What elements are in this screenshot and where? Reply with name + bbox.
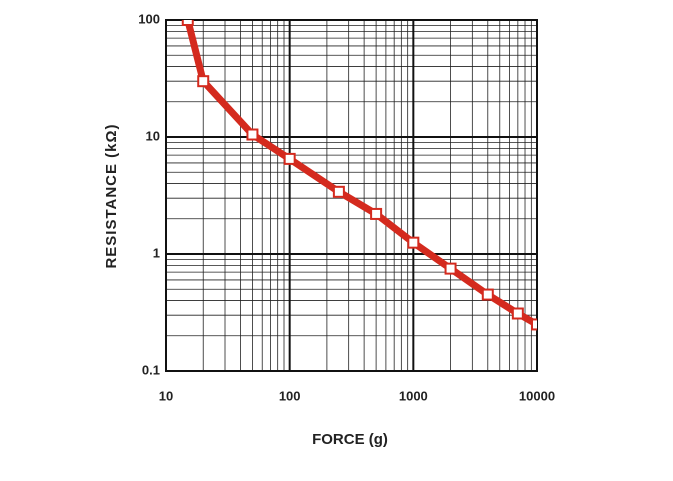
plot bbox=[181, 20, 537, 331]
data-point bbox=[197, 75, 210, 88]
data-point bbox=[511, 307, 524, 320]
data-point bbox=[181, 20, 194, 26]
x-tick-label: 10 bbox=[159, 388, 173, 403]
data-point bbox=[531, 318, 537, 331]
data-point bbox=[370, 207, 383, 220]
x-tick-label: 100 bbox=[279, 388, 301, 403]
data-point bbox=[283, 152, 296, 165]
y-tick-label: 10 bbox=[146, 128, 160, 143]
data-point bbox=[481, 288, 494, 301]
x-tick-label: 1000 bbox=[399, 388, 428, 403]
y-tick-label: 0.1 bbox=[142, 362, 160, 377]
plot-frame bbox=[165, 19, 538, 372]
data-point bbox=[332, 185, 345, 198]
data-point bbox=[246, 128, 259, 141]
x-tick-label: 10000 bbox=[519, 388, 555, 403]
data-point bbox=[444, 262, 457, 275]
y-tick-label: 100 bbox=[138, 11, 160, 26]
x-axis-label: FORCE (g) bbox=[312, 431, 388, 448]
y-axis-label: RESISTANCE (kΩ) bbox=[103, 123, 120, 268]
data-point bbox=[407, 236, 420, 249]
y-tick-label: 1 bbox=[153, 245, 160, 260]
